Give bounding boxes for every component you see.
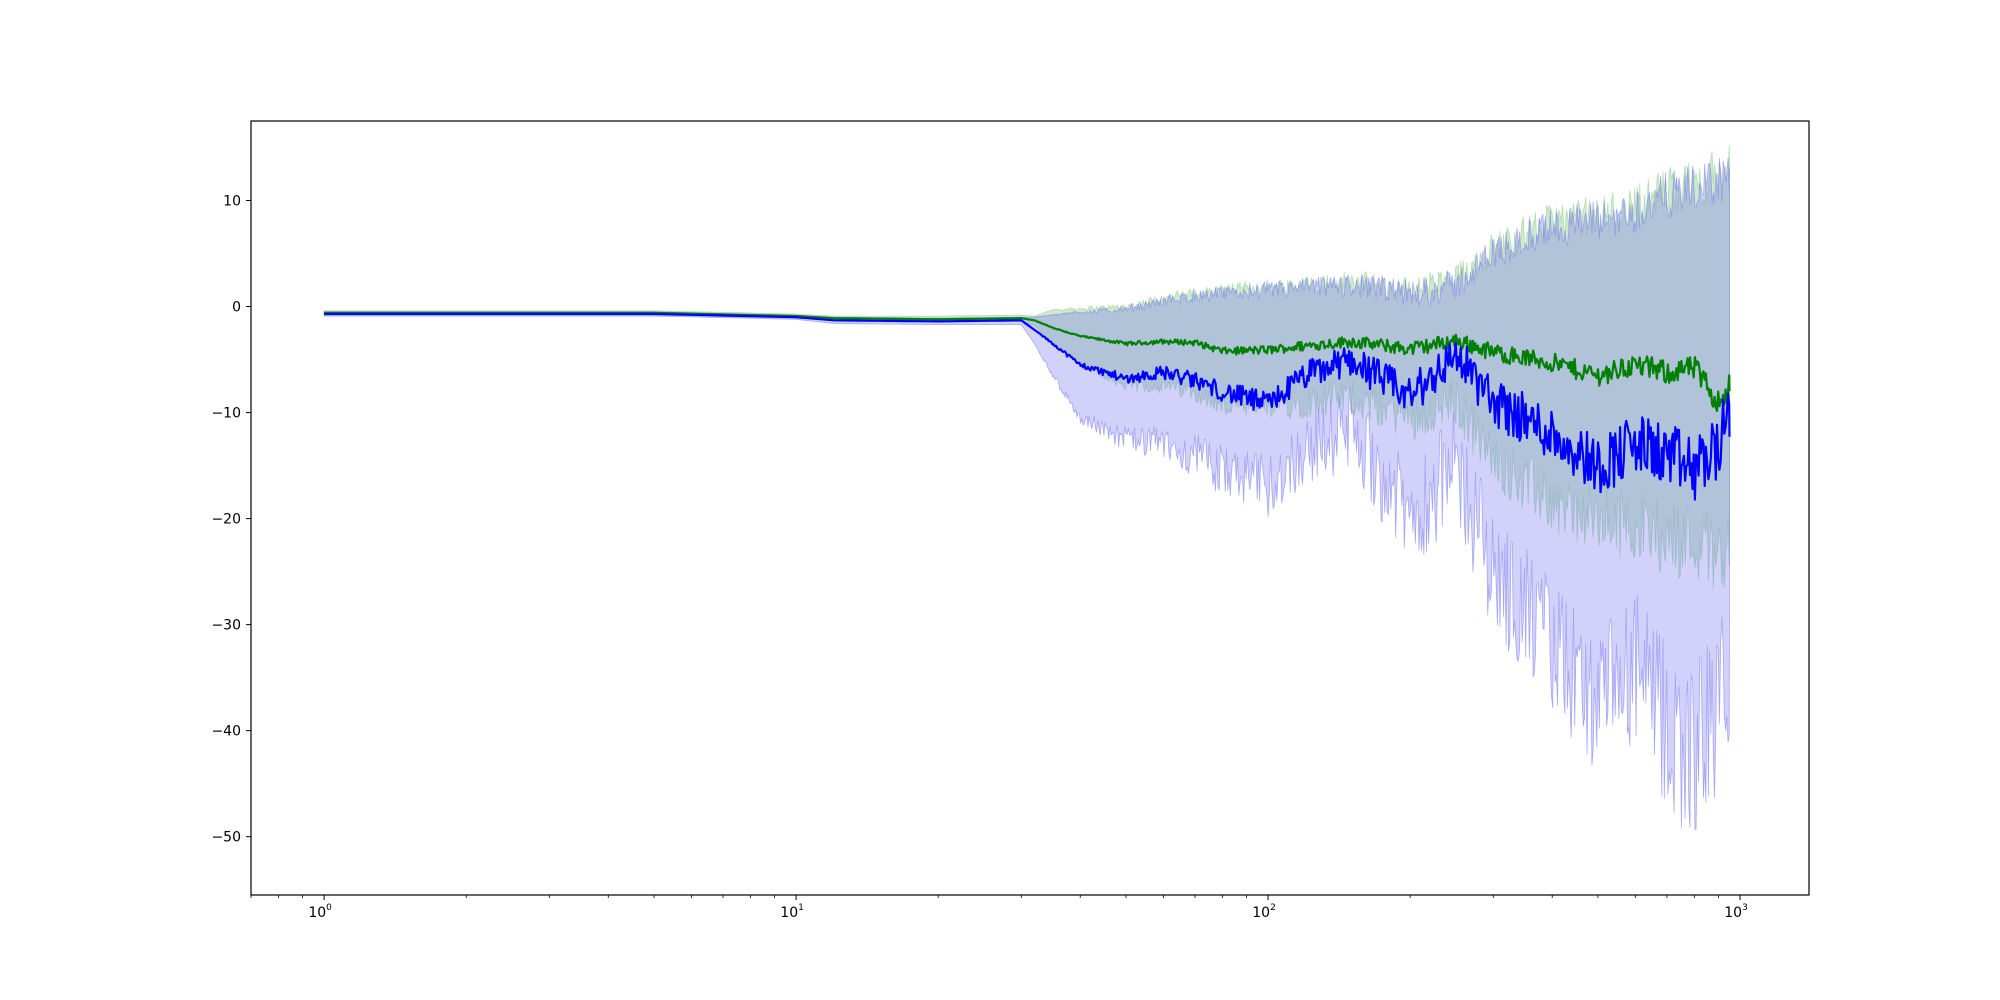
y-tick-label: −10 [211, 406, 241, 422]
x-tick-exponent: 3 [1742, 903, 1748, 913]
x-tick-exponent: 0 [326, 903, 332, 913]
y-tick-label: −20 [211, 512, 241, 528]
plot-frame [250, 120, 1810, 896]
x-tick-label: 101 [780, 903, 804, 921]
y-tick-label: −30 [211, 618, 241, 634]
x-tick-label: 103 [1724, 903, 1748, 921]
x-tick-label: 102 [1252, 903, 1276, 921]
y-tick-label: −40 [211, 724, 241, 740]
y-tick-label: 10 [223, 194, 241, 210]
series-2-line [324, 312, 1731, 501]
y-tick-label: −50 [211, 830, 241, 846]
y-tick-label: 0 [232, 300, 241, 316]
series-1-line [324, 311, 1731, 412]
series-lines [324, 311, 1731, 501]
x-tick-exponent: 1 [798, 903, 804, 913]
series-2-band [323, 157, 1730, 831]
x-tick-exponent: 2 [1270, 903, 1276, 913]
